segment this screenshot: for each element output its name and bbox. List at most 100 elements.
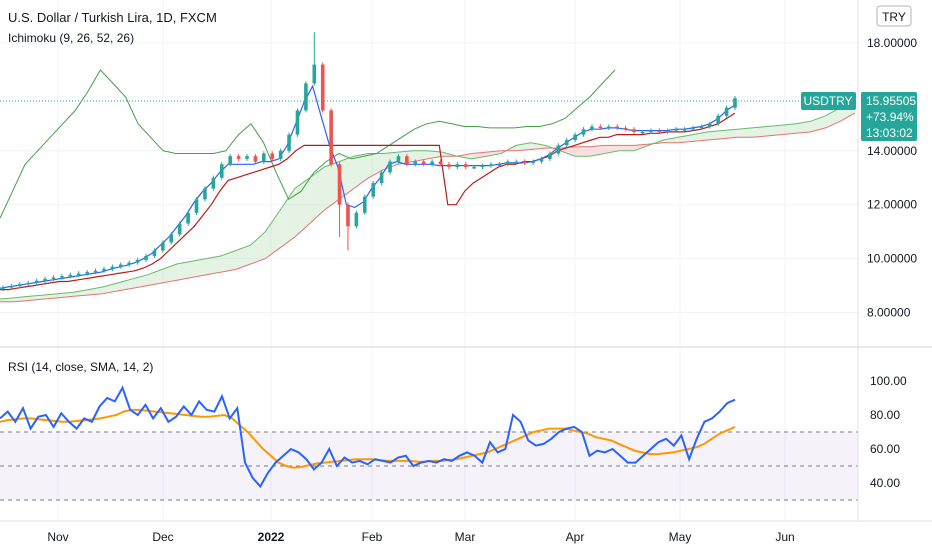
candle-body	[640, 131, 645, 134]
cloud-segment	[88, 286, 104, 295]
cloud-segment	[117, 278, 133, 291]
candle-body	[691, 127, 695, 130]
candle-body	[346, 204, 350, 227]
cloud-segment	[265, 210, 281, 259]
candle-body	[34, 280, 39, 283]
price-tick-label: 18.00000	[867, 36, 917, 50]
candle-body	[573, 134, 577, 141]
candle-body	[581, 129, 586, 135]
price-axis[interactable]: 18.00000 14.00000 12.00000 10.00000 8.00000	[867, 36, 917, 320]
cloud-segment	[589, 145, 605, 157]
candle-body	[320, 64, 325, 111]
rsi-tick-label: 80.00	[870, 408, 900, 422]
candle-body	[337, 164, 342, 205]
time-tick-label: 2022	[258, 530, 285, 544]
cloud-segment	[737, 127, 752, 138]
candle-body	[447, 164, 451, 167]
candle-body	[371, 183, 376, 197]
candle-body	[480, 165, 485, 168]
rsi-label[interactable]: RSI (14, close, SMA, 14, 2)	[8, 360, 153, 374]
candle-body	[615, 126, 620, 129]
candle-body	[110, 266, 115, 269]
price-tick-label: 8.00000	[867, 306, 911, 320]
base-line	[0, 112, 736, 291]
cloud-segment	[471, 152, 487, 159]
candle-body	[438, 161, 443, 165]
candle-body	[93, 270, 98, 273]
candle-body	[161, 242, 165, 251]
candle-body	[304, 83, 308, 111]
cloud-segment	[663, 137, 679, 143]
cloud-segment	[280, 188, 295, 248]
candle-body	[169, 234, 174, 243]
rsi-axis[interactable]: 100.00 80.00 60.00 40.00	[870, 374, 907, 490]
candle-body	[43, 278, 47, 281]
time-tick-label: Mar	[455, 530, 476, 544]
price-tick-label: 12.00000	[867, 198, 917, 212]
time-axis[interactable]: Nov Dec 2022 Feb Mar Apr May Jun	[47, 530, 794, 544]
candle-body	[405, 156, 409, 165]
cloud-segment	[412, 150, 428, 162]
candle-body	[539, 158, 544, 162]
candle-body	[733, 98, 737, 108]
candle-body	[430, 161, 434, 165]
candle-body	[606, 126, 611, 129]
ichimoku-lines	[0, 69, 856, 303]
candle-body	[463, 164, 468, 167]
candle-body	[421, 161, 426, 165]
cloud-segment	[574, 146, 590, 157]
cloud-segment	[176, 261, 192, 281]
candle-body	[497, 164, 502, 166]
candle-body	[127, 262, 132, 265]
rsi-lines	[0, 385, 736, 489]
cloud-segment	[707, 130, 723, 140]
cloud-segment	[810, 115, 826, 132]
candle-body	[18, 284, 22, 287]
price-tick-label: 10.00000	[867, 252, 917, 266]
cloud-segment	[796, 121, 811, 134]
candle-body	[1, 287, 5, 289]
candle-body	[152, 250, 157, 256]
cloud-segment	[309, 167, 325, 224]
cloud-segment	[324, 161, 340, 211]
time-tick-label: Feb	[362, 530, 383, 544]
candle-body	[632, 129, 636, 132]
cloud-segment	[619, 145, 634, 151]
cloud-segment	[781, 123, 796, 135]
cloud-segment	[751, 126, 767, 138]
price-box-change: +73.94%	[866, 110, 914, 124]
candle-body	[514, 161, 519, 164]
candle-body	[219, 164, 224, 178]
candle-body	[489, 164, 493, 166]
candle-body	[245, 156, 249, 159]
chart-title: U.S. Dollar / Turkish Lira, 1D, FXCM	[8, 10, 217, 25]
rsi-tick-label: 40.00	[870, 476, 900, 490]
candle-body	[253, 156, 258, 162]
conversion-line	[0, 84, 736, 289]
candle-body	[396, 156, 401, 162]
ichimoku-label[interactable]: Ichimoku (9, 26, 52, 26)	[8, 31, 134, 45]
candle-body	[287, 134, 291, 151]
cloud-segment	[427, 150, 443, 159]
rsi-tick-label: 100.00	[870, 374, 907, 388]
candle-body	[531, 161, 535, 164]
currency-button-label: TRY	[882, 10, 906, 24]
candle-body	[26, 282, 31, 285]
leading-span-b	[0, 112, 856, 303]
candle-body	[506, 161, 510, 165]
candle-body	[144, 255, 148, 260]
candle-body	[548, 153, 552, 159]
cloud-segment	[530, 142, 546, 150]
cloud-segment	[678, 134, 693, 143]
candle-body	[682, 129, 687, 131]
candle-body	[362, 196, 367, 213]
rsi-tick-label: 60.00	[870, 442, 900, 456]
cloud-segment	[457, 153, 472, 159]
currency-button[interactable]: TRY	[876, 5, 912, 27]
candle-body	[472, 166, 476, 169]
time-tick-label: Dec	[152, 530, 173, 544]
price-box-countdown: 13:03:02	[866, 126, 913, 140]
price-box: 15.95505 +73.94% 13:03:02	[861, 92, 917, 141]
cloud-segment	[766, 125, 782, 136]
